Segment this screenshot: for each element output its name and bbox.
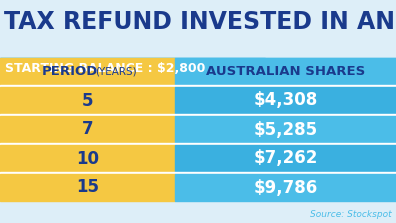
Text: $5,285: $5,285 xyxy=(253,120,318,138)
Text: 7: 7 xyxy=(82,120,93,138)
Text: TAX REFUND INVESTED IN AN ETF: TAX REFUND INVESTED IN AN ETF xyxy=(4,10,396,34)
Bar xyxy=(0,85,396,87)
Text: PERIOD: PERIOD xyxy=(41,65,98,78)
Text: $9,786: $9,786 xyxy=(253,178,318,196)
Text: (YEARS): (YEARS) xyxy=(95,66,136,76)
Bar xyxy=(0,58,175,85)
Bar xyxy=(175,174,396,201)
Text: AUSTRALIAN SHARES: AUSTRALIAN SHARES xyxy=(206,65,365,78)
Text: 15: 15 xyxy=(76,178,99,196)
Bar xyxy=(0,58,265,80)
Bar xyxy=(0,87,175,114)
Bar xyxy=(175,87,396,114)
Bar xyxy=(0,114,396,116)
Text: $4,308: $4,308 xyxy=(253,91,318,109)
Bar xyxy=(0,174,175,201)
Text: STARTING BALANCE : $2,800: STARTING BALANCE : $2,800 xyxy=(5,62,206,76)
Bar xyxy=(175,116,396,143)
Bar xyxy=(175,58,396,85)
Bar xyxy=(0,145,175,172)
Bar xyxy=(0,116,175,143)
Bar xyxy=(0,172,396,174)
Bar xyxy=(0,143,396,145)
Bar xyxy=(0,58,396,60)
Bar xyxy=(175,145,396,172)
Text: 10: 10 xyxy=(76,149,99,167)
Text: 5: 5 xyxy=(82,91,93,109)
Text: Source: Stockspot: Source: Stockspot xyxy=(310,210,392,219)
Text: $7,262: $7,262 xyxy=(253,149,318,167)
